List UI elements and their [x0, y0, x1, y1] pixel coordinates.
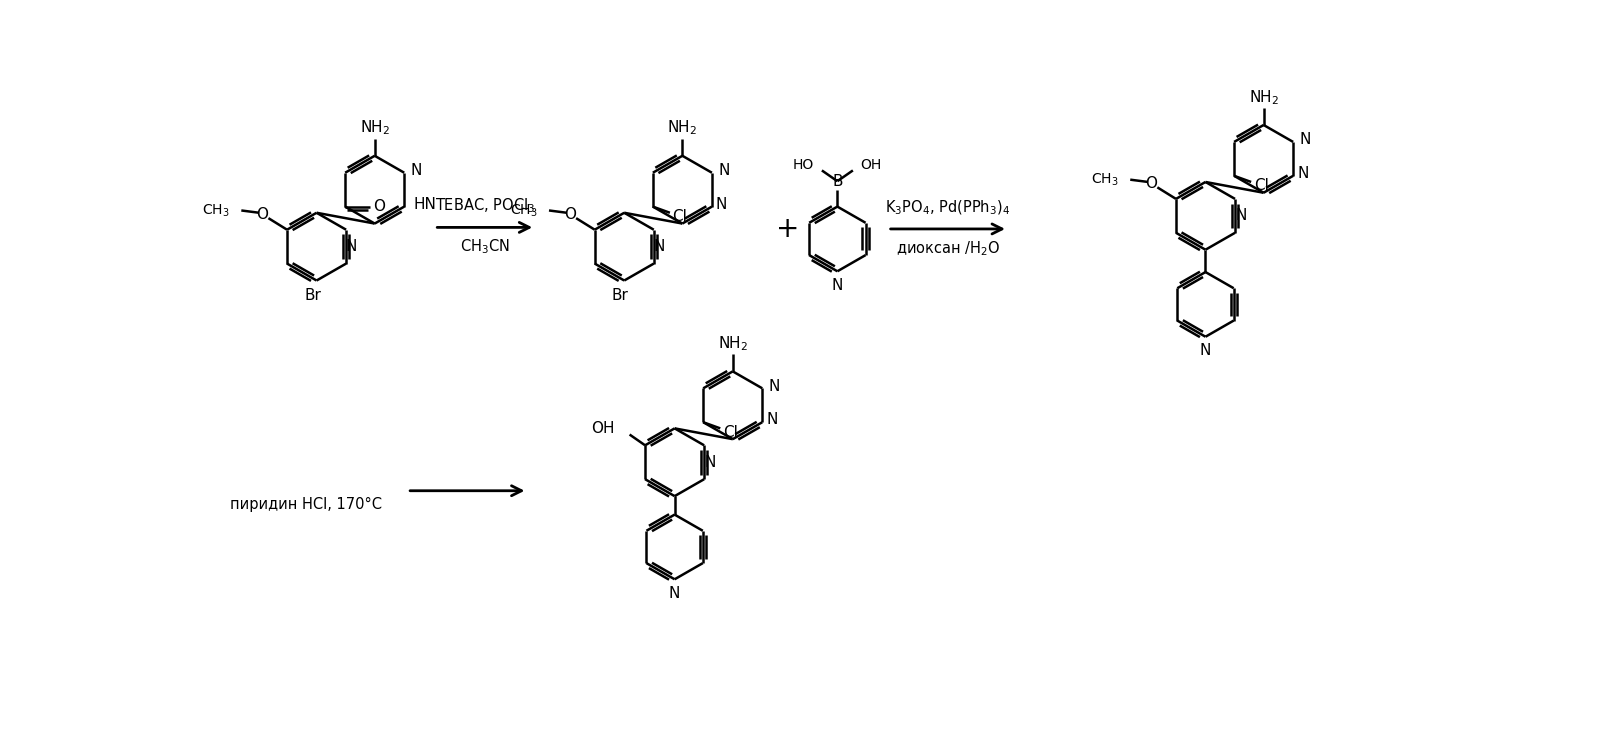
Text: N: N	[704, 455, 715, 470]
Text: NH$_2$: NH$_2$	[360, 118, 389, 138]
Text: N: N	[668, 585, 679, 601]
Text: N: N	[718, 163, 730, 178]
Text: +: +	[776, 215, 799, 243]
Text: Cl: Cl	[1252, 178, 1269, 193]
Text: N: N	[654, 239, 665, 254]
Text: N: N	[1299, 132, 1311, 147]
Text: O: O	[257, 206, 268, 222]
Text: O: O	[563, 206, 576, 222]
Text: Cl: Cl	[723, 425, 738, 440]
Text: CH$_3$: CH$_3$	[510, 202, 537, 218]
Text: CH$_3$: CH$_3$	[202, 202, 229, 218]
Text: NH$_2$: NH$_2$	[1248, 88, 1278, 107]
Text: K$_3$PO$_4$, Pd(PPh$_3$)$_4$: K$_3$PO$_4$, Pd(PPh$_3$)$_4$	[884, 198, 1010, 217]
Text: Br: Br	[303, 289, 321, 303]
Text: N: N	[768, 379, 780, 394]
Text: HN: HN	[413, 197, 436, 212]
Text: O: O	[373, 199, 386, 214]
Text: Br: Br	[612, 289, 628, 303]
Text: HO: HO	[792, 158, 813, 172]
Text: N: N	[831, 278, 843, 292]
Text: N: N	[345, 239, 357, 254]
Text: N: N	[1296, 166, 1307, 181]
Text: B: B	[831, 174, 843, 189]
Text: N: N	[715, 197, 726, 212]
Text: N: N	[410, 163, 421, 178]
Text: O: O	[1144, 176, 1157, 191]
Text: NH$_2$: NH$_2$	[717, 334, 747, 353]
Text: Cl: Cl	[671, 209, 688, 224]
Text: диоксан /H$_2$O: диоксан /H$_2$O	[896, 239, 999, 258]
Text: N: N	[765, 412, 776, 428]
Text: TEBAC, POCl$_3$: TEBAC, POCl$_3$	[434, 197, 534, 215]
Text: NH$_2$: NH$_2$	[667, 118, 697, 138]
Text: пиридин HCl, 170°C: пиридин HCl, 170°C	[231, 497, 383, 512]
Text: N: N	[1235, 209, 1246, 223]
Text: CH$_3$CN: CH$_3$CN	[460, 238, 510, 256]
Text: CH$_3$: CH$_3$	[1091, 172, 1119, 188]
Text: OH: OH	[860, 158, 881, 172]
Text: N: N	[1199, 343, 1210, 358]
Text: OH: OH	[591, 421, 615, 436]
